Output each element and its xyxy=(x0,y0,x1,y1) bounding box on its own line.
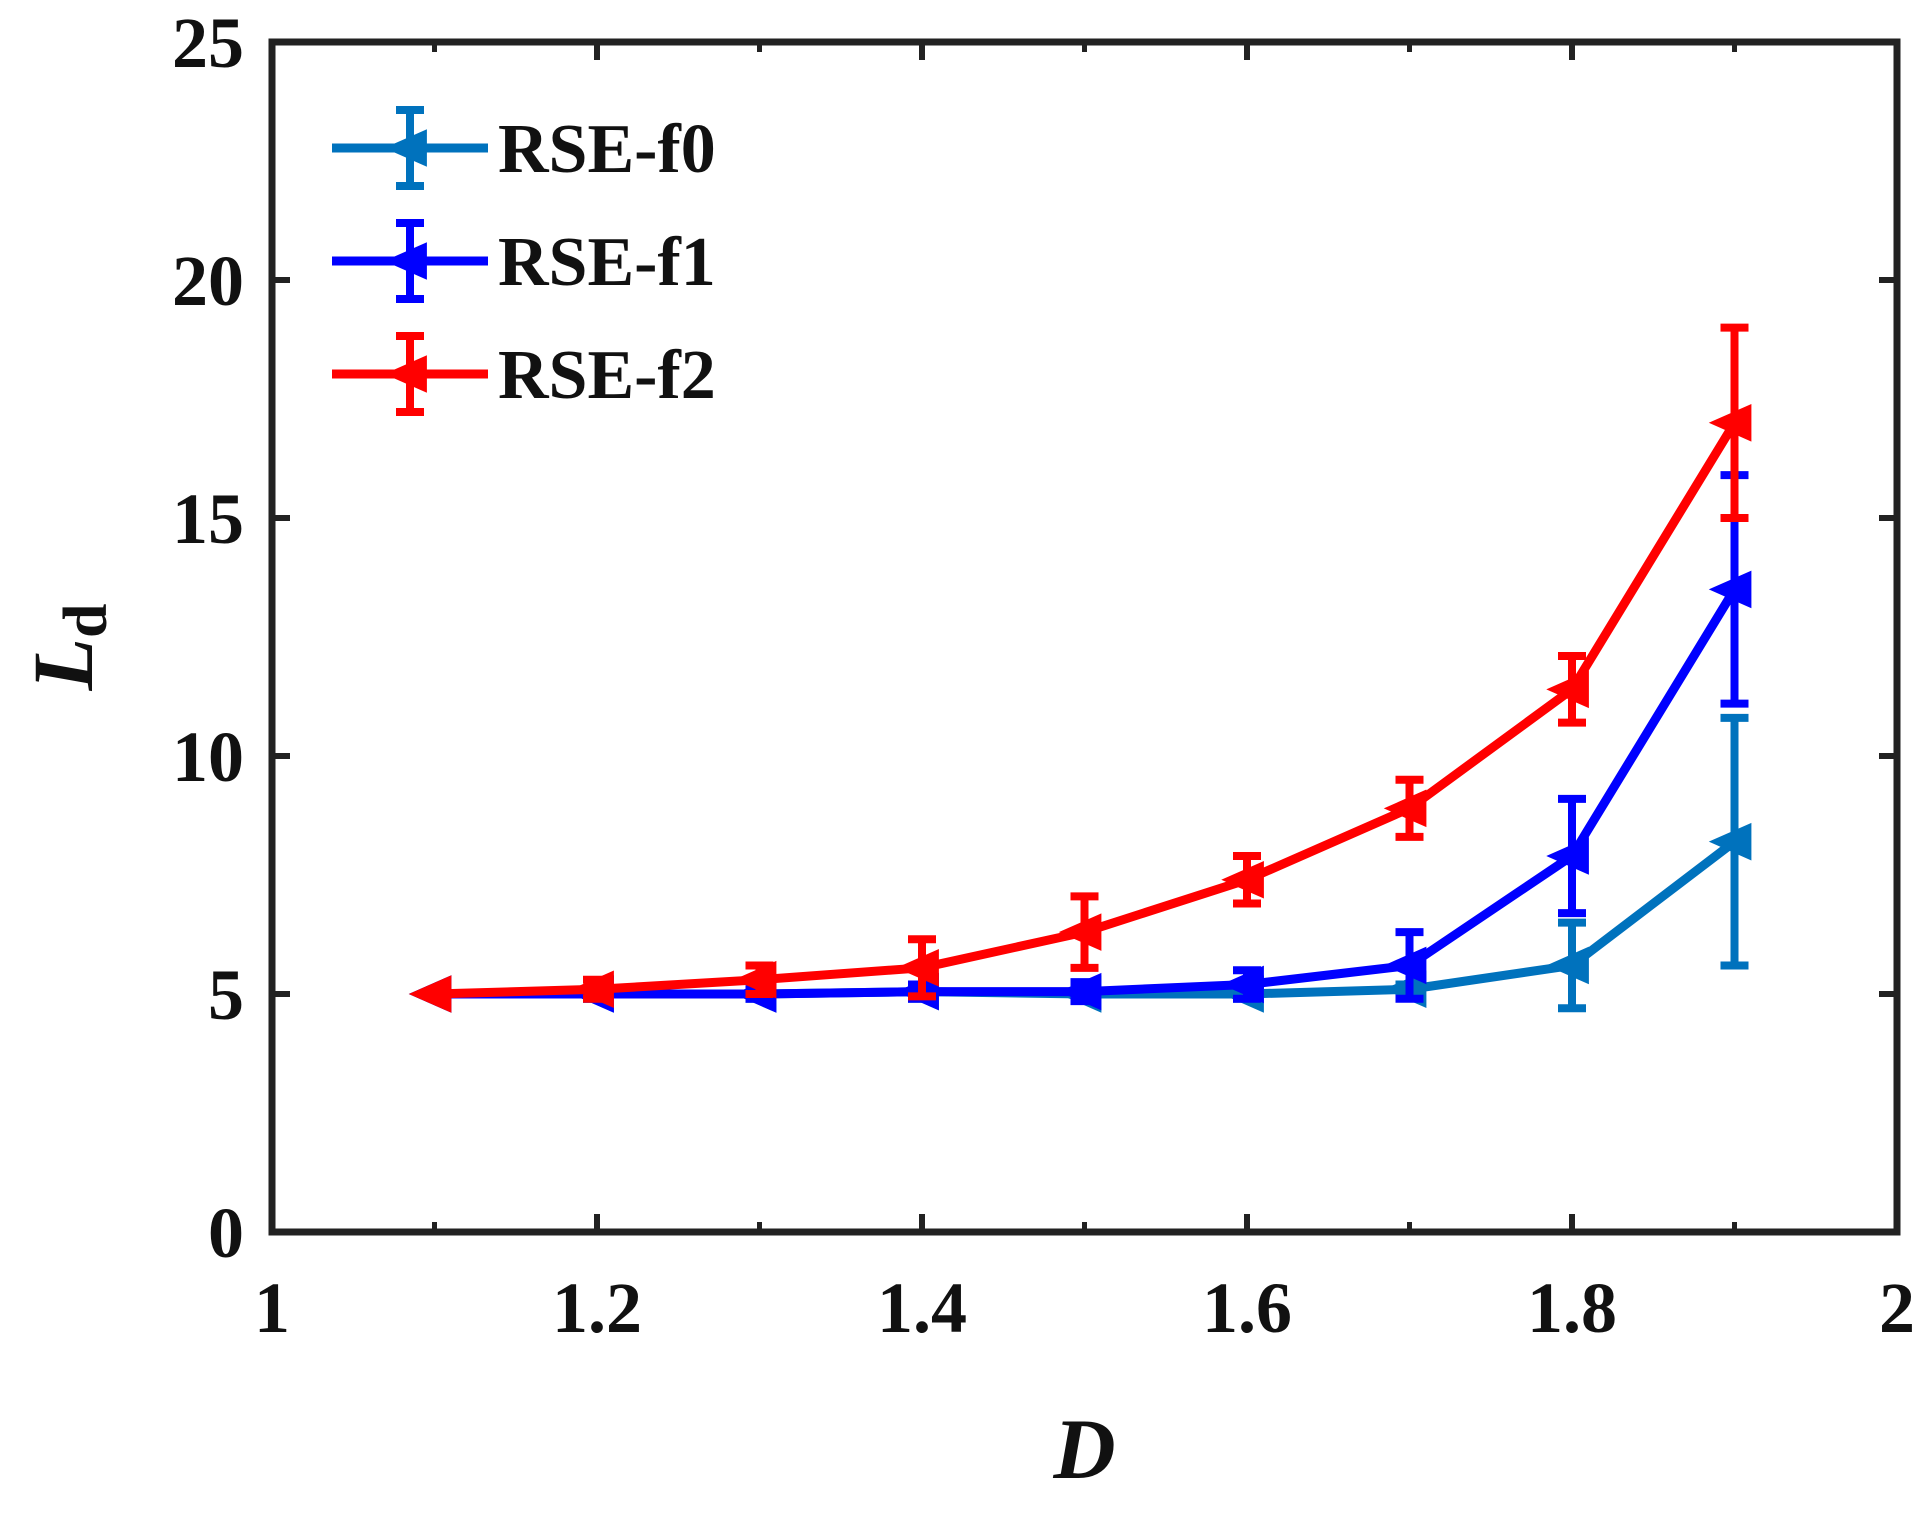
data-point-marker xyxy=(571,970,614,1009)
legend: RSE-f0 RSE-f1 RSE-f2 xyxy=(332,106,716,416)
y-axis-title: Ld xyxy=(15,603,120,691)
x-tick-label: 1.6 xyxy=(1202,1268,1292,1348)
data-point-marker xyxy=(384,129,427,167)
x-axis-title: D xyxy=(1052,1401,1115,1497)
series-layer xyxy=(408,323,1752,1013)
x-tick-label: 1.8 xyxy=(1527,1268,1617,1348)
y-tick-label: 20 xyxy=(172,241,244,321)
x-tick-label: 2 xyxy=(1879,1268,1915,1348)
plot-area xyxy=(272,42,1897,1232)
legend-label: RSE-f2 xyxy=(498,337,716,414)
x-tick-label: 1 xyxy=(254,1268,290,1348)
data-point-marker xyxy=(1058,913,1102,951)
data-point-marker xyxy=(384,242,427,280)
series-RSE-f2 xyxy=(408,323,1752,1013)
y-axis-title-subscript: d xyxy=(52,603,120,637)
data-point-marker xyxy=(1708,570,1752,609)
x-tick-label: 1.2 xyxy=(552,1268,642,1348)
x-tick-label: 1.4 xyxy=(877,1268,967,1348)
legend-label: RSE-f0 xyxy=(498,111,716,188)
legend-label: RSE-f1 xyxy=(498,224,716,301)
y-tick-label: 15 xyxy=(172,479,244,559)
data-point-marker xyxy=(1708,403,1752,442)
data-point-marker xyxy=(733,960,777,999)
data-point-marker xyxy=(384,355,427,393)
legend-item-RSE-f1: RSE-f1 xyxy=(332,219,716,303)
data-point-marker xyxy=(1221,860,1264,899)
data-point-marker xyxy=(1383,946,1427,985)
legend-item-RSE-f2: RSE-f2 xyxy=(332,332,716,416)
data-point-marker xyxy=(1383,789,1427,828)
data-point-marker xyxy=(408,975,452,1013)
data-point-marker xyxy=(1546,837,1589,875)
data-point-marker xyxy=(1546,670,1589,709)
data-point-marker xyxy=(1221,965,1264,1004)
y-tick-label: 25 xyxy=(172,3,244,83)
y-tick-label: 0 xyxy=(208,1193,244,1273)
data-point-marker xyxy=(896,949,939,987)
y-axis-title-main: L xyxy=(15,638,111,692)
y-tick-label: 10 xyxy=(172,717,244,797)
tick-layer xyxy=(269,39,1900,1235)
data-point-marker xyxy=(1058,972,1102,1011)
data-point-marker xyxy=(1546,946,1589,985)
y-tick-label: 5 xyxy=(208,955,244,1035)
data-point-marker xyxy=(1708,822,1752,861)
legend-item-RSE-f0: RSE-f0 xyxy=(332,106,716,190)
